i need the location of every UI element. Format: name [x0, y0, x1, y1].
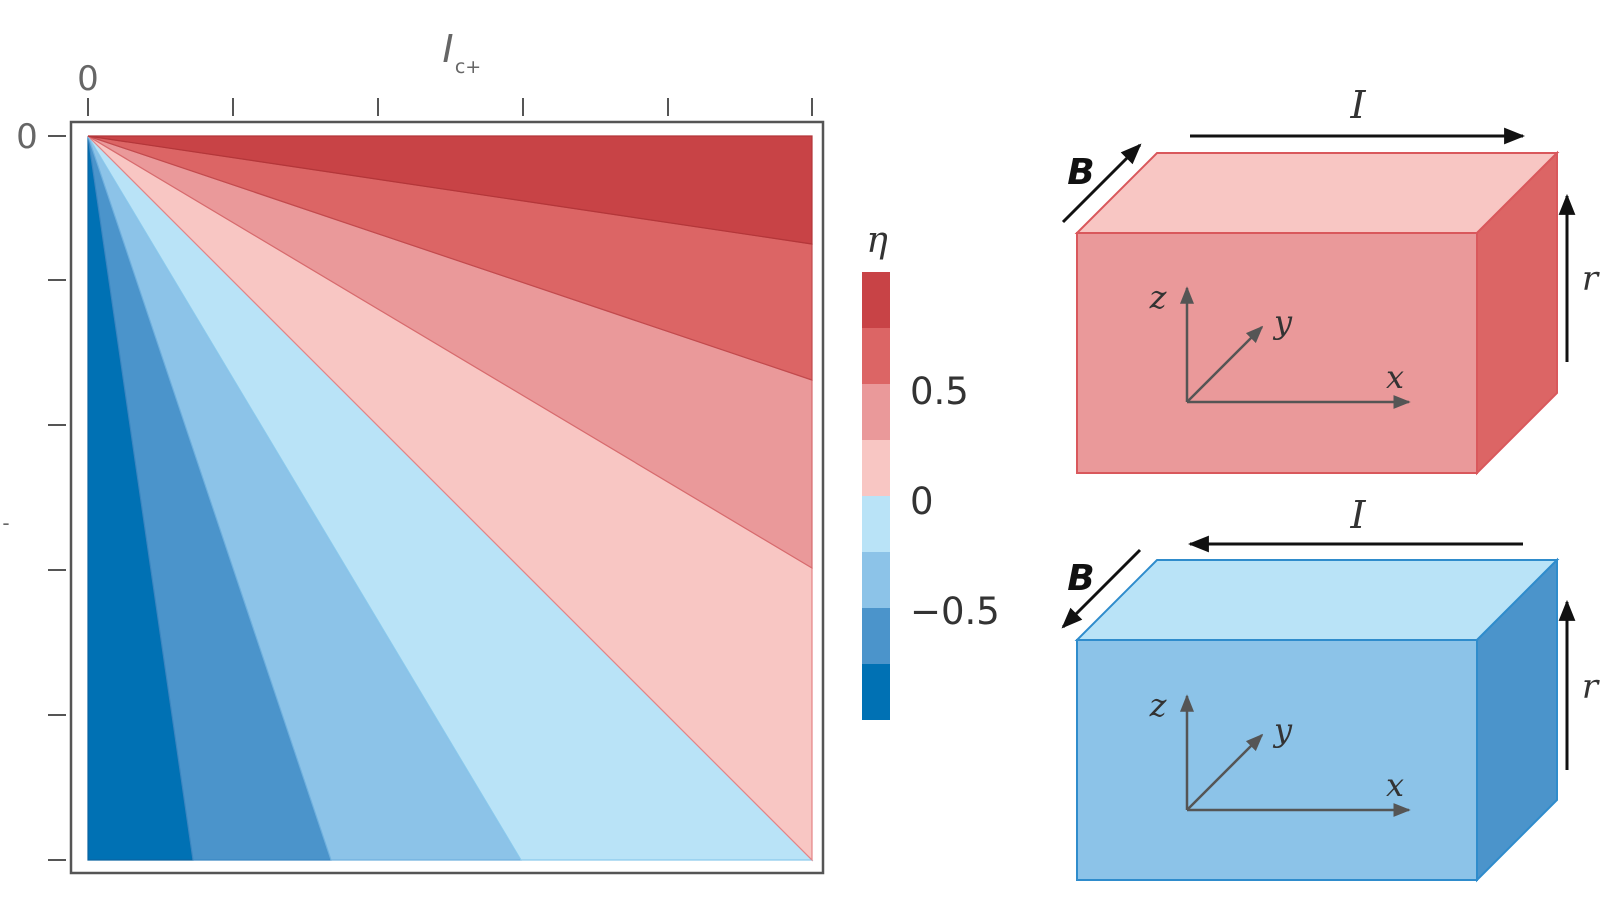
bottom-box-diagram: I B r z y x: [1061, 493, 1600, 883]
x-axis-label-subscript: c+: [455, 56, 481, 78]
x-axis-label: I: [442, 27, 453, 71]
top-x-label: x: [1386, 358, 1404, 396]
bottom-box-front-face: [1076, 639, 1478, 881]
bottom-z-label: z: [1149, 686, 1168, 724]
bottom-r-label: r: [1582, 667, 1600, 707]
colorbar-tick-label: 0.5: [910, 370, 969, 413]
top-y-label: y: [1272, 303, 1293, 341]
colorbar-step: [862, 664, 890, 720]
y-origin-label: 0: [16, 117, 38, 157]
top-field-arrow: [1061, 143, 1142, 224]
top-current-label: I: [1349, 83, 1366, 127]
top-field-label: B: [1067, 152, 1094, 193]
top-y-axis-arrow: [1186, 325, 1264, 403]
bottom-y-label: y: [1272, 711, 1293, 749]
top-box-front-face: [1076, 232, 1478, 474]
colorbar-step: [862, 328, 890, 384]
top-box-top-face: [1074, 152, 1560, 234]
colorbar-title: η: [866, 220, 888, 261]
bottom-box-top-face: [1074, 559, 1560, 641]
x-origin-label: 0: [77, 59, 99, 99]
colorbar-tick-label: 0: [910, 480, 934, 523]
colorbar-steps: [862, 272, 890, 720]
colorbar-step: [862, 496, 890, 552]
colorbar-step: [862, 608, 890, 664]
x-axis-ticks: [87, 98, 813, 116]
colorbar-step: [862, 384, 890, 440]
colorbar-tick-label: −0.5: [910, 590, 1000, 633]
top-r-label: r: [1582, 259, 1600, 299]
colorbar: η 0.5 0 −0.5: [862, 220, 1000, 720]
bottom-field-label: B: [1067, 558, 1094, 599]
contour-bands: [87, 135, 814, 862]
bottom-y-axis-arrow: [1186, 733, 1264, 811]
bottom-x-label: x: [1386, 766, 1404, 804]
top-box-diagram: I B r z y x: [1061, 83, 1600, 476]
contour-plot: 0 0 I c+ -: [2, 27, 825, 875]
colorbar-step: [862, 552, 890, 608]
bottom-field-arrow: [1061, 548, 1142, 629]
colorbar-step: [862, 272, 890, 328]
y-axis-label-fragment: -: [2, 511, 9, 535]
bottom-current-label: I: [1349, 493, 1366, 537]
band-pos-4: [87, 135, 813, 245]
colorbar-step: [862, 440, 890, 496]
y-axis-ticks: [48, 135, 66, 861]
top-z-label: z: [1149, 278, 1168, 316]
